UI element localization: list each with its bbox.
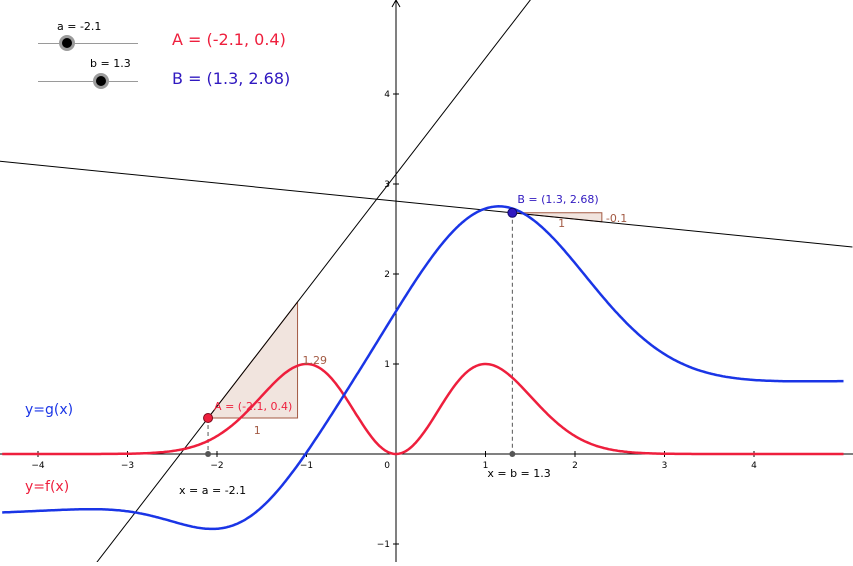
origin-label: 0 — [384, 461, 390, 471]
plot-labels: A = (-2.1, 0.4) B = (1.3, 2.68) 1 1.29 1 -0.1… — [25, 193, 627, 497]
x-tick-label: −4 — [31, 461, 45, 471]
x-tick-label: 3 — [662, 461, 668, 471]
y-tick-label: −1 — [377, 540, 390, 550]
g-label: y=g(x) — [25, 402, 73, 418]
f-curve — [2, 362, 844, 456]
point-b-readout: B = (1.3, 2.68) — [172, 69, 291, 88]
y-tick-label: 4 — [384, 90, 390, 100]
slider-b-track[interactable] — [38, 81, 138, 82]
x-tick-label: 4 — [751, 461, 757, 471]
slope-a-run-label: 1 — [254, 424, 261, 437]
function-curves — [2, 205, 844, 531]
y-tick-label: 2 — [384, 270, 390, 280]
tangent-line-a — [93, 0, 531, 566]
point-a[interactable] — [203, 413, 214, 423]
vertical-guides — [205, 212, 516, 457]
vline-b-label: x = b = 1.3 — [487, 467, 550, 480]
slope-b-rise-label: -0.1 — [606, 212, 627, 225]
x-tick-label: 1 — [483, 461, 489, 471]
slope-b-run-label: 1 — [558, 217, 565, 230]
x-tick-label: −3 — [121, 461, 134, 471]
slider-a-knob[interactable] — [59, 35, 75, 51]
f-label: y=f(x) — [25, 479, 69, 495]
x-tick-label: −1 — [300, 461, 313, 471]
y-axis-arrow — [391, 0, 401, 8]
point-b-label: B = (1.3, 2.68) — [517, 193, 598, 206]
slider-b-label: b = 1.3 — [90, 57, 131, 70]
slope-triangles — [207, 212, 603, 419]
point-a-label: A = (-2.1, 0.4) — [214, 400, 292, 413]
slope-a-rise-label: 1.29 — [303, 354, 328, 367]
slider-a-label: a = -2.1 — [57, 20, 102, 33]
point-a-readout: A = (-2.1, 0.4) — [172, 30, 286, 49]
tangent-line-b — [0, 160, 853, 248]
slider-a-track[interactable] — [38, 43, 138, 44]
slider-b-knob[interactable] — [93, 73, 109, 89]
x-tick-label: 2 — [572, 461, 578, 471]
y-tick-label: 1 — [384, 360, 390, 370]
foot-point-b — [509, 451, 516, 457]
y-tick-label: 3 — [384, 180, 390, 190]
x-tick-label: −2 — [210, 461, 223, 471]
g-curve — [2, 205, 844, 531]
vline-a-label: x = a = -2.1 — [179, 484, 246, 497]
point-b[interactable] — [507, 207, 518, 218]
points[interactable] — [203, 207, 518, 423]
foot-point-a — [205, 451, 212, 457]
